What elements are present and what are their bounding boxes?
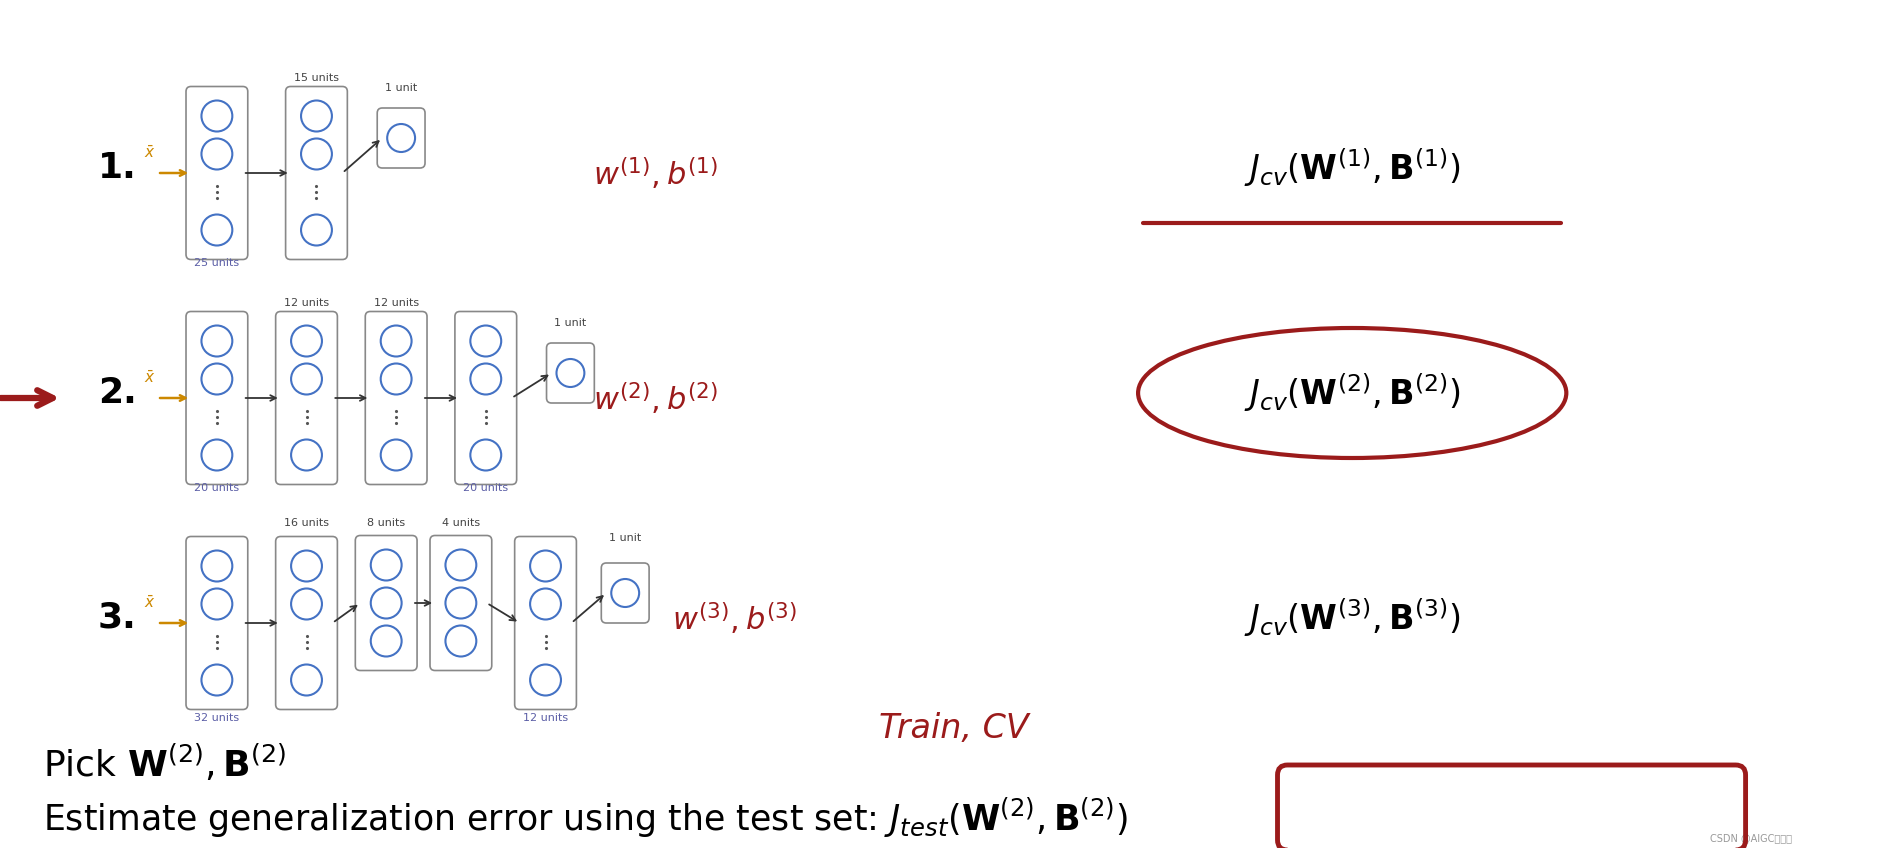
Text: 8 units: 8 units — [368, 518, 406, 528]
Text: 1 unit: 1 unit — [385, 83, 417, 93]
Text: 3.: 3. — [98, 601, 136, 635]
Text: 16 units: 16 units — [285, 518, 328, 528]
Text: $\bar{x}$: $\bar{x}$ — [145, 145, 157, 161]
Text: 20 units: 20 units — [194, 483, 240, 493]
FancyBboxPatch shape — [187, 86, 247, 259]
Text: 12 units: 12 units — [523, 713, 568, 723]
Text: 12 units: 12 units — [283, 298, 328, 308]
Text: Estimate generalization error using the test set: $J_{test}(\mathbf{W}^{(2)},\ma: Estimate generalization error using the … — [43, 796, 1128, 840]
Text: $w^{(3)},b^{(3)}$: $w^{(3)},b^{(3)}$ — [672, 600, 798, 636]
Text: 25 units: 25 units — [194, 258, 240, 268]
Text: $\bar{x}$: $\bar{x}$ — [145, 370, 157, 386]
FancyBboxPatch shape — [187, 537, 247, 710]
Text: 15 units: 15 units — [294, 73, 340, 83]
FancyBboxPatch shape — [377, 108, 425, 168]
Text: 1 unit: 1 unit — [610, 533, 642, 543]
FancyBboxPatch shape — [455, 311, 517, 484]
Text: 12 units: 12 units — [374, 298, 419, 308]
Text: Train, CV: Train, CV — [879, 711, 1028, 745]
Text: $w^{(2)},b^{(2)}$: $w^{(2)},b^{(2)}$ — [593, 380, 717, 416]
Text: 20 units: 20 units — [462, 483, 508, 493]
FancyBboxPatch shape — [430, 535, 493, 671]
FancyBboxPatch shape — [366, 311, 426, 484]
Text: $J_{cv}(\mathbf{W}^{(1)},\mathbf{B}^{(1)})$: $J_{cv}(\mathbf{W}^{(1)},\mathbf{B}^{(1)… — [1244, 147, 1461, 189]
FancyBboxPatch shape — [515, 537, 576, 710]
Text: $J_{cv}(\mathbf{W}^{(2)},\mathbf{B}^{(2)})$: $J_{cv}(\mathbf{W}^{(2)},\mathbf{B}^{(2)… — [1244, 371, 1461, 415]
FancyBboxPatch shape — [187, 311, 247, 484]
FancyBboxPatch shape — [285, 86, 347, 259]
Text: $w^{(1)},b^{(1)}$: $w^{(1)},b^{(1)}$ — [593, 155, 717, 191]
FancyBboxPatch shape — [276, 537, 338, 710]
Text: $\bar{x}$: $\bar{x}$ — [145, 594, 157, 611]
FancyBboxPatch shape — [547, 343, 594, 403]
Text: 4 units: 4 units — [442, 518, 479, 528]
FancyBboxPatch shape — [602, 563, 649, 623]
Text: 1.: 1. — [98, 151, 136, 185]
Text: CSDN @AIGC学习社: CSDN @AIGC学习社 — [1710, 833, 1791, 843]
Text: Pick $\mathbf{W}^{(2)},\mathbf{B}^{(2)}$: Pick $\mathbf{W}^{(2)},\mathbf{B}^{(2)}$ — [43, 743, 285, 784]
Text: $J_{cv}(\mathbf{W}^{(3)},\mathbf{B}^{(3)})$: $J_{cv}(\mathbf{W}^{(3)},\mathbf{B}^{(3)… — [1244, 597, 1461, 639]
Text: 2.: 2. — [98, 376, 136, 410]
Text: 32 units: 32 units — [194, 713, 240, 723]
FancyBboxPatch shape — [276, 311, 338, 484]
Text: 1 unit: 1 unit — [555, 318, 587, 328]
FancyBboxPatch shape — [355, 535, 417, 671]
